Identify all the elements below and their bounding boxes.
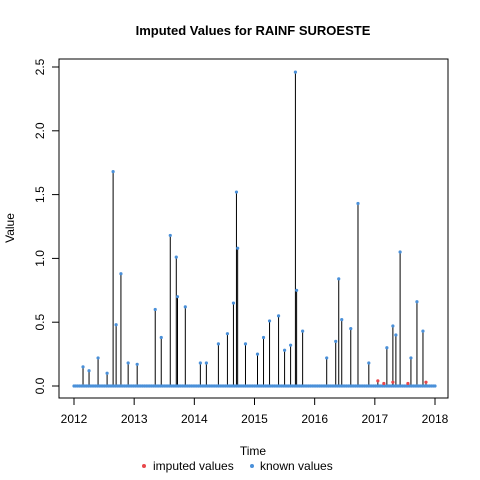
legend-marker [142, 464, 146, 468]
x-tick-label: 2017 [361, 412, 388, 426]
known-point [398, 250, 402, 254]
imputed-point [391, 380, 395, 384]
chart-title: Imputed Values for RAINF SUROESTE [136, 23, 371, 38]
known-point [349, 326, 353, 331]
known-point [295, 288, 299, 292]
known-point [168, 233, 172, 238]
y-tick-label: 0.0 [33, 377, 47, 394]
x-tick-label: 2018 [422, 412, 449, 426]
data-layer [72, 70, 437, 388]
known-point [81, 365, 85, 369]
imputed-point [382, 381, 386, 386]
known-point [289, 343, 293, 347]
known-point [421, 329, 425, 333]
y-tick-label: 2.0 [33, 122, 47, 139]
known-point [216, 342, 220, 346]
imputed-point [424, 380, 428, 384]
known-point [111, 170, 115, 174]
known-point [356, 201, 360, 206]
known-point [415, 300, 419, 304]
known-point [334, 339, 338, 343]
known-point [175, 295, 180, 299]
known-point [119, 272, 123, 276]
y-tick-label: 2.5 [33, 58, 47, 75]
known-point [236, 246, 240, 250]
known-point [87, 369, 91, 373]
known-point [243, 342, 248, 346]
known-point [255, 352, 260, 356]
known-point [174, 255, 178, 259]
y-axis: 0.0 0.5 1.0 1.5 2.0 2.5 [33, 58, 60, 394]
y-axis-label: Value [3, 213, 17, 243]
known-point [225, 332, 230, 336]
known-point [337, 277, 341, 281]
x-axis-label: Time [240, 444, 267, 458]
known-point [153, 307, 157, 312]
x-axis: 2012 2013 2014 2015 2016 2017 2018 [61, 397, 449, 426]
legend-label: imputed values [153, 459, 234, 473]
known-point [105, 371, 109, 375]
x-tick-label: 2012 [61, 412, 88, 426]
known-point [126, 361, 130, 365]
known-point [282, 348, 287, 352]
x-tick-label: 2015 [241, 412, 268, 426]
known-point [394, 333, 398, 337]
x-tick-label: 2014 [181, 412, 208, 426]
known-point [198, 361, 202, 365]
known-point [325, 356, 329, 360]
legend-marker [250, 464, 254, 468]
x-tick-label: 2016 [301, 412, 328, 426]
known-point [293, 70, 298, 74]
known-point [385, 346, 389, 350]
known-point-zero [433, 384, 437, 388]
known-point [183, 305, 187, 309]
known-point [231, 301, 236, 305]
x-tick-label: 2013 [121, 412, 148, 426]
known-point [340, 318, 344, 322]
known-point [261, 335, 266, 340]
known-point [267, 319, 272, 323]
imputed-point [406, 381, 410, 386]
known-point [234, 190, 239, 194]
known-point [409, 356, 413, 360]
y-tick-label: 0.5 [33, 314, 47, 331]
y-tick-label: 1.0 [33, 250, 47, 267]
known-point [367, 361, 371, 365]
legend: imputed values known values [142, 459, 333, 473]
known-point [391, 324, 395, 328]
known-point [96, 356, 100, 360]
known-point [135, 362, 139, 366]
known-point [204, 361, 208, 365]
known-point [159, 335, 163, 340]
legend-label: known values [260, 459, 333, 473]
imputed-point [376, 379, 380, 383]
known-point [114, 323, 118, 327]
y-tick-label: 1.5 [33, 186, 47, 203]
known-point [276, 314, 281, 318]
known-point [301, 329, 305, 333]
